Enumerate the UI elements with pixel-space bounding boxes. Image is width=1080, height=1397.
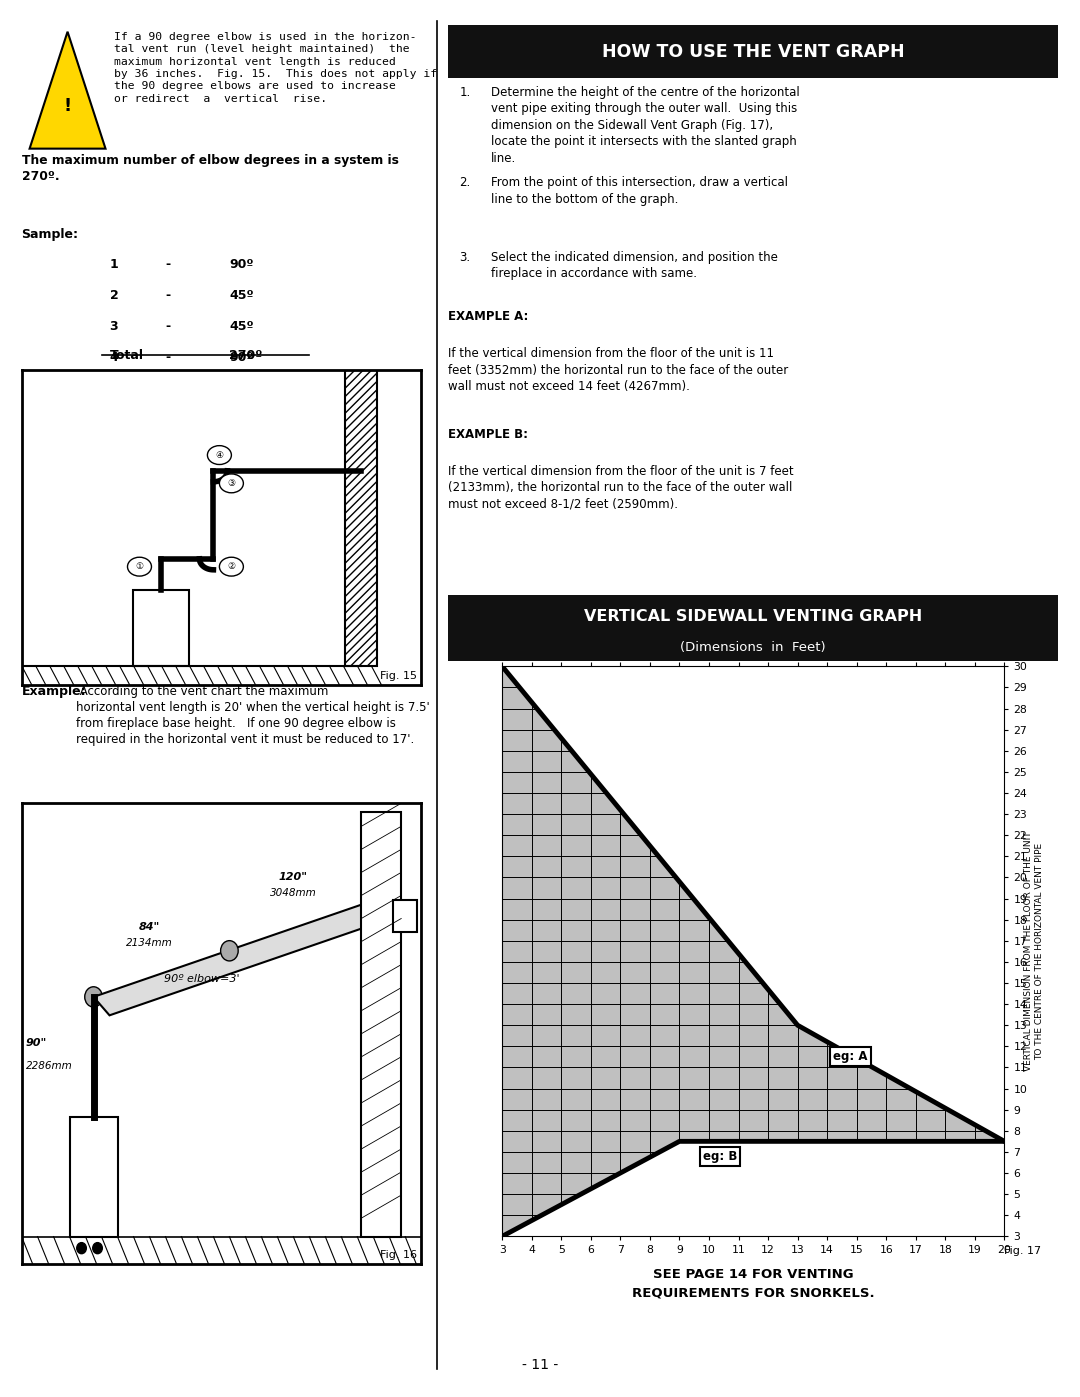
Text: From the point of this intersection, draw a vertical
line to the bottom of the g: From the point of this intersection, dra…: [491, 176, 788, 205]
Text: If a 90 degree elbow is used in the horizon-
tal vent run (level height maintain: If a 90 degree elbow is used in the hori…: [113, 32, 436, 103]
Text: -: -: [165, 289, 171, 302]
Text: Sample:: Sample:: [22, 228, 79, 240]
Polygon shape: [502, 666, 1004, 1141]
Circle shape: [207, 446, 231, 464]
Text: -: -: [165, 320, 171, 332]
Text: !: !: [64, 96, 71, 115]
Text: 120": 120": [279, 872, 308, 882]
Bar: [134, 590, 189, 666]
Circle shape: [93, 1242, 103, 1253]
Text: 45º: 45º: [229, 289, 254, 302]
Text: VERTICAL DIMENSION FROM THE FLOOR OF THE UNIT
TO THE CENTRE OF THE HORIZONTAL VE: VERTICAL DIMENSION FROM THE FLOOR OF THE…: [1024, 831, 1044, 1071]
Text: 2134mm: 2134mm: [126, 939, 173, 949]
Text: (Dimensions  in  Feet): (Dimensions in Feet): [680, 641, 826, 654]
Text: eg: A: eg: A: [833, 1051, 867, 1063]
Text: 2286mm: 2286mm: [26, 1062, 72, 1071]
Text: -: -: [165, 258, 171, 271]
Text: EXAMPLE A:: EXAMPLE A:: [448, 310, 528, 323]
Text: ④: ④: [215, 451, 224, 460]
Text: 3: 3: [109, 320, 118, 332]
Text: Fig. 16: Fig. 16: [380, 1250, 417, 1260]
Polygon shape: [69, 1116, 118, 1236]
Text: 3048mm: 3048mm: [270, 887, 316, 898]
Text: 270º: 270º: [229, 349, 262, 362]
Circle shape: [127, 557, 151, 576]
Text: 1.: 1.: [459, 85, 471, 99]
Text: According to the vent chart the maximum
horizontal vent length is 20' when the v: According to the vent chart the maximum …: [76, 685, 429, 746]
Text: If the vertical dimension from the floor of the unit is 11
feet (3352mm) the hor: If the vertical dimension from the floor…: [448, 348, 788, 394]
Text: EXAMPLE B:: EXAMPLE B:: [448, 427, 528, 440]
Text: 1: 1: [109, 258, 119, 271]
Circle shape: [84, 986, 103, 1007]
Text: VERTICAL SIDEWALL VENTING GRAPH: VERTICAL SIDEWALL VENTING GRAPH: [584, 609, 922, 623]
Text: eg: B: eg: B: [703, 1150, 738, 1162]
Polygon shape: [29, 32, 106, 148]
Text: Select the indicated dimension, and position the
fireplace in accordance with sa: Select the indicated dimension, and posi…: [491, 250, 778, 281]
Text: - 11 -: - 11 -: [522, 1358, 558, 1372]
Text: Example:: Example:: [22, 685, 86, 697]
Circle shape: [219, 557, 243, 576]
Text: 4: 4: [109, 351, 119, 363]
Text: ②: ②: [227, 562, 235, 571]
Text: 90º: 90º: [229, 351, 254, 363]
Bar: [393, 900, 417, 932]
Text: 2.: 2.: [459, 176, 471, 189]
Polygon shape: [502, 1141, 1004, 1236]
Circle shape: [219, 474, 243, 493]
Text: 2: 2: [109, 289, 119, 302]
Text: ①: ①: [135, 562, 144, 571]
Text: 90": 90": [26, 1038, 46, 1048]
Text: ③: ③: [227, 479, 235, 488]
Polygon shape: [94, 905, 377, 1016]
Bar: [346, 370, 377, 666]
Text: Determine the height of the centre of the horizontal
vent pipe exiting through t: Determine the height of the centre of th…: [491, 85, 799, 165]
Text: The maximum number of elbow degrees in a system is
270º.: The maximum number of elbow degrees in a…: [22, 154, 399, 183]
Text: 90º: 90º: [229, 258, 254, 271]
Text: 3.: 3.: [459, 250, 470, 264]
Text: Fig. 15: Fig. 15: [380, 672, 417, 682]
Text: 84": 84": [139, 922, 160, 932]
Text: 45º: 45º: [229, 320, 254, 332]
Text: SEE PAGE 14 FOR VENTING
REQUIREMENTS FOR SNORKELS.: SEE PAGE 14 FOR VENTING REQUIREMENTS FOR…: [632, 1268, 875, 1299]
Text: -: -: [165, 351, 171, 363]
Polygon shape: [362, 813, 402, 1236]
Text: 90º elbow=3': 90º elbow=3': [164, 974, 239, 983]
Text: Total: Total: [109, 349, 144, 362]
Text: HOW TO USE THE VENT GRAPH: HOW TO USE THE VENT GRAPH: [602, 43, 905, 60]
Text: If the vertical dimension from the floor of the unit is 7 feet
(2133mm), the hor: If the vertical dimension from the floor…: [448, 465, 794, 511]
Circle shape: [77, 1242, 86, 1253]
Text: Fig. 17: Fig. 17: [1004, 1246, 1041, 1256]
Circle shape: [220, 940, 239, 961]
